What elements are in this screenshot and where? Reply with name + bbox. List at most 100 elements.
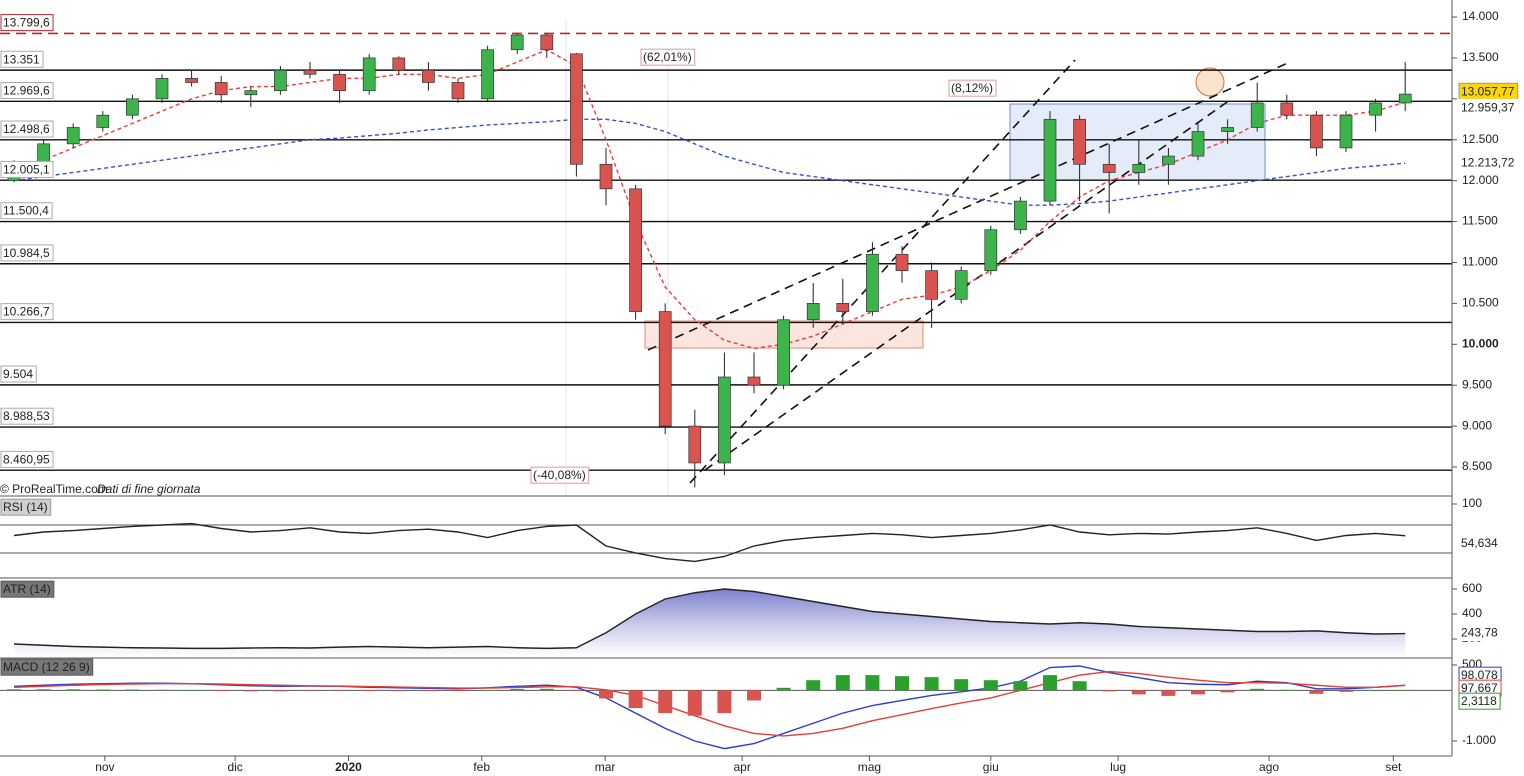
histogram-bar	[36, 689, 51, 691]
level-label: 9.504	[3, 367, 33, 381]
last-value-label-box	[1458, 534, 1502, 552]
level-label-box	[0, 160, 54, 178]
histogram-bar	[865, 675, 880, 691]
histogram-bar	[1013, 681, 1028, 691]
last-value-label: 13.057,77	[1461, 84, 1515, 98]
histogram-bar	[451, 690, 465, 692]
y-tick-label: 100	[1462, 496, 1482, 510]
candle-body	[1014, 200, 1027, 231]
y-tick-label: 12.500	[1462, 132, 1499, 146]
candle-body	[214, 82, 228, 96]
x-tick-label: mag	[858, 760, 881, 774]
histogram-bar	[835, 675, 850, 691]
histogram-bar	[539, 688, 554, 691]
last-value-label-box	[1458, 153, 1519, 171]
candle-body	[1221, 127, 1234, 132]
level-label-box	[0, 50, 44, 68]
histogram-bar	[1309, 690, 1324, 694]
histogram-bar	[658, 690, 673, 714]
candle-body	[599, 163, 613, 190]
y-tick-label: 10.500	[1462, 296, 1499, 310]
panel-title: MACD (12 26 9)	[3, 660, 90, 674]
histogram-bar	[1131, 690, 1146, 695]
histogram-bar	[1102, 690, 1117, 692]
level-label-box	[0, 407, 54, 425]
level-label-box	[0, 120, 54, 138]
candle-body	[1043, 118, 1057, 202]
histogram-bar	[954, 679, 969, 691]
annotation-box	[530, 466, 590, 484]
candle-body	[362, 57, 376, 92]
histogram-bar	[1368, 690, 1383, 691]
candle-body	[481, 49, 494, 100]
panel-borders	[0, 0, 1453, 757]
x-tick-label: lug	[1110, 760, 1126, 774]
panel-title-box	[0, 658, 94, 676]
annotation-box	[948, 79, 997, 97]
histogram-bar	[1398, 690, 1413, 691]
histogram-bar	[1250, 688, 1265, 691]
candle-body	[1073, 118, 1086, 165]
histogram-bar	[184, 690, 199, 691]
annotation: (-40,08%)	[533, 468, 586, 482]
y-tick-label: 9.500	[1462, 377, 1492, 391]
last-value-label: 54,634	[1461, 536, 1498, 550]
y-tick-label: 9.000	[1462, 418, 1492, 432]
level-label: 8.988,53	[3, 409, 50, 423]
last-value-label: 12.213,72	[1461, 155, 1515, 169]
candle-body	[1191, 131, 1205, 157]
note: Dati di fine giornata	[97, 482, 201, 496]
candle-body	[1339, 114, 1353, 149]
last-value-label-box	[1458, 692, 1501, 710]
candle-body	[984, 229, 998, 272]
x-tick-label: nov	[95, 760, 114, 774]
y-tick-label: 11.000	[1462, 255, 1498, 269]
annotation: (8,12%)	[951, 81, 993, 95]
histogram-bar	[332, 690, 347, 691]
histogram-bar	[1220, 690, 1235, 693]
level-label: 10.984,5	[3, 246, 50, 260]
histogram-bar	[273, 690, 288, 692]
histogram-bar	[66, 689, 81, 691]
histogram-bar	[421, 690, 436, 692]
candle-body	[1369, 102, 1382, 116]
histogram-bar	[1191, 690, 1205, 695]
channel-line	[689, 59, 1076, 484]
histogram-bar	[1072, 681, 1087, 691]
level-label: 11.500,4	[3, 204, 49, 218]
atr-line	[13, 588, 1406, 650]
candle-body	[392, 57, 406, 71]
candle-body	[185, 78, 198, 83]
candle-body	[66, 127, 80, 145]
y-tick-label: -1.000	[1462, 733, 1496, 747]
moving-average	[13, 118, 1406, 206]
candle-body	[954, 270, 968, 300]
y-tick-label: 14.000	[1462, 9, 1499, 23]
level-label: 8.460,95	[3, 452, 50, 466]
histogram-bar	[628, 690, 643, 709]
candle-body	[510, 34, 524, 51]
y-tick-label: 8.500	[1462, 459, 1492, 473]
histogram-bar	[599, 690, 613, 699]
level-label-box	[0, 365, 37, 383]
level-label: 12.498,6	[3, 122, 50, 136]
level-label: 12.005,1	[3, 162, 50, 176]
histogram-bar	[717, 690, 732, 714]
candle-body	[925, 270, 938, 300]
candle-body	[777, 319, 790, 386]
histogram-bar	[7, 689, 21, 691]
last-value-label-box	[1458, 98, 1519, 116]
panel-title: ATR (14)	[3, 582, 51, 596]
last-value-label-box	[1458, 624, 1502, 642]
candle-body	[1280, 102, 1294, 116]
level-label-box	[0, 303, 54, 321]
level-label: 13.799,6	[3, 16, 50, 30]
histogram-bar	[687, 690, 702, 716]
candle-body	[1250, 102, 1264, 128]
last-value-label: 2,3118	[1461, 694, 1497, 708]
candle-body	[866, 253, 879, 312]
histogram-bar	[480, 690, 495, 691]
candle-body	[718, 376, 731, 464]
